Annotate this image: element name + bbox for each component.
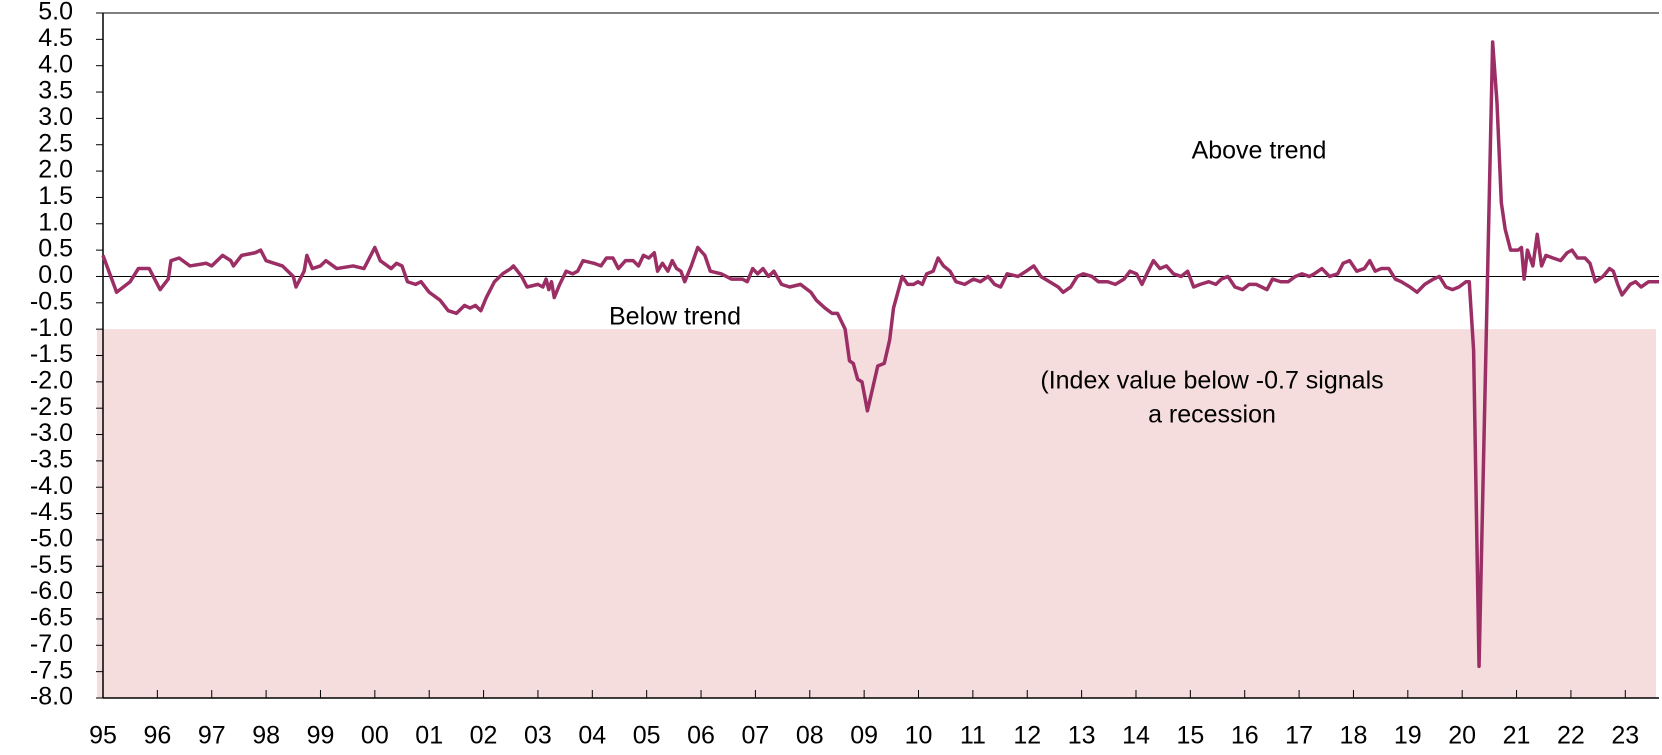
y-tick-label: 2.0 xyxy=(38,156,73,184)
x-tick-label: 01 xyxy=(415,722,443,750)
y-tick-label: 3.0 xyxy=(38,103,73,131)
x-tick-label: 00 xyxy=(361,722,389,750)
x-tick-label: 97 xyxy=(198,722,226,750)
x-tick-label: 22 xyxy=(1557,722,1585,750)
y-tick-label: -3.5 xyxy=(30,445,73,473)
annotation: (Index value below -0.7 signals xyxy=(1040,367,1383,395)
x-tick-label: 07 xyxy=(742,722,770,750)
y-tick-label: -6.0 xyxy=(30,577,73,605)
y-tick-label: -6.5 xyxy=(30,604,73,632)
x-tick-label: 08 xyxy=(796,722,824,750)
x-tick-label: 95 xyxy=(89,722,117,750)
x-tick-label: 04 xyxy=(578,722,606,750)
y-tick-label: -1.5 xyxy=(30,340,73,368)
y-tick-label: -1.0 xyxy=(30,314,73,342)
x-tick-label: 06 xyxy=(687,722,715,750)
x-tick-label: 10 xyxy=(905,722,933,750)
y-tick-label: -5.5 xyxy=(30,551,73,579)
x-tick-label: 05 xyxy=(633,722,661,750)
y-tick-label: -0.5 xyxy=(30,287,73,315)
y-tick-label: -5.0 xyxy=(30,525,73,553)
y-tick-label: -7.5 xyxy=(30,656,73,684)
x-tick-label: 02 xyxy=(470,722,498,750)
x-tick-label: 96 xyxy=(143,722,171,750)
x-tick-label: 98 xyxy=(252,722,280,750)
annotation: Below trend xyxy=(609,303,741,331)
y-tick-label: -4.0 xyxy=(30,472,73,500)
y-tick-label: -4.5 xyxy=(30,498,73,526)
y-tick-label: 1.0 xyxy=(38,208,73,236)
recession-zone xyxy=(97,329,1656,698)
y-tick-label: 0.0 xyxy=(38,261,73,289)
x-tick-label: 03 xyxy=(524,722,552,750)
x-tick-label: 12 xyxy=(1013,722,1041,750)
y-tick-label: 5.0 xyxy=(38,0,73,26)
y-tick-label: 4.5 xyxy=(38,24,73,52)
annotation: Above trend xyxy=(1192,137,1327,165)
x-tick-label: 11 xyxy=(960,722,986,750)
y-tick-label: 2.5 xyxy=(38,129,73,157)
x-tick-label: 21 xyxy=(1503,722,1531,750)
y-tick-label: 4.0 xyxy=(38,50,73,78)
x-tick-label: 18 xyxy=(1340,722,1368,750)
y-tick-label: 3.5 xyxy=(38,77,73,105)
x-tick-label: 13 xyxy=(1068,722,1096,750)
x-tick-label: 19 xyxy=(1394,722,1422,750)
x-tick-label: 09 xyxy=(850,722,878,750)
y-tick-label: -2.0 xyxy=(30,366,73,394)
x-tick-label: 17 xyxy=(1285,722,1313,750)
index-line xyxy=(101,40,1659,669)
y-tick-label: -3.0 xyxy=(30,419,73,447)
y-tick-label: 0.5 xyxy=(38,235,73,263)
x-tick-label: 16 xyxy=(1231,722,1259,750)
y-tick-label: -7.0 xyxy=(30,630,73,658)
x-tick-label: 99 xyxy=(307,722,335,750)
annotation: a recession xyxy=(1148,401,1276,429)
x-tick-label: 15 xyxy=(1176,722,1204,750)
y-tick-label: 1.5 xyxy=(38,182,73,210)
x-tick-label: 23 xyxy=(1611,722,1639,750)
y-tick-label: -2.5 xyxy=(30,393,73,421)
x-tick-label: 14 xyxy=(1122,722,1150,750)
y-tick-label: -8.0 xyxy=(30,683,73,711)
x-tick-label: 20 xyxy=(1448,722,1476,750)
